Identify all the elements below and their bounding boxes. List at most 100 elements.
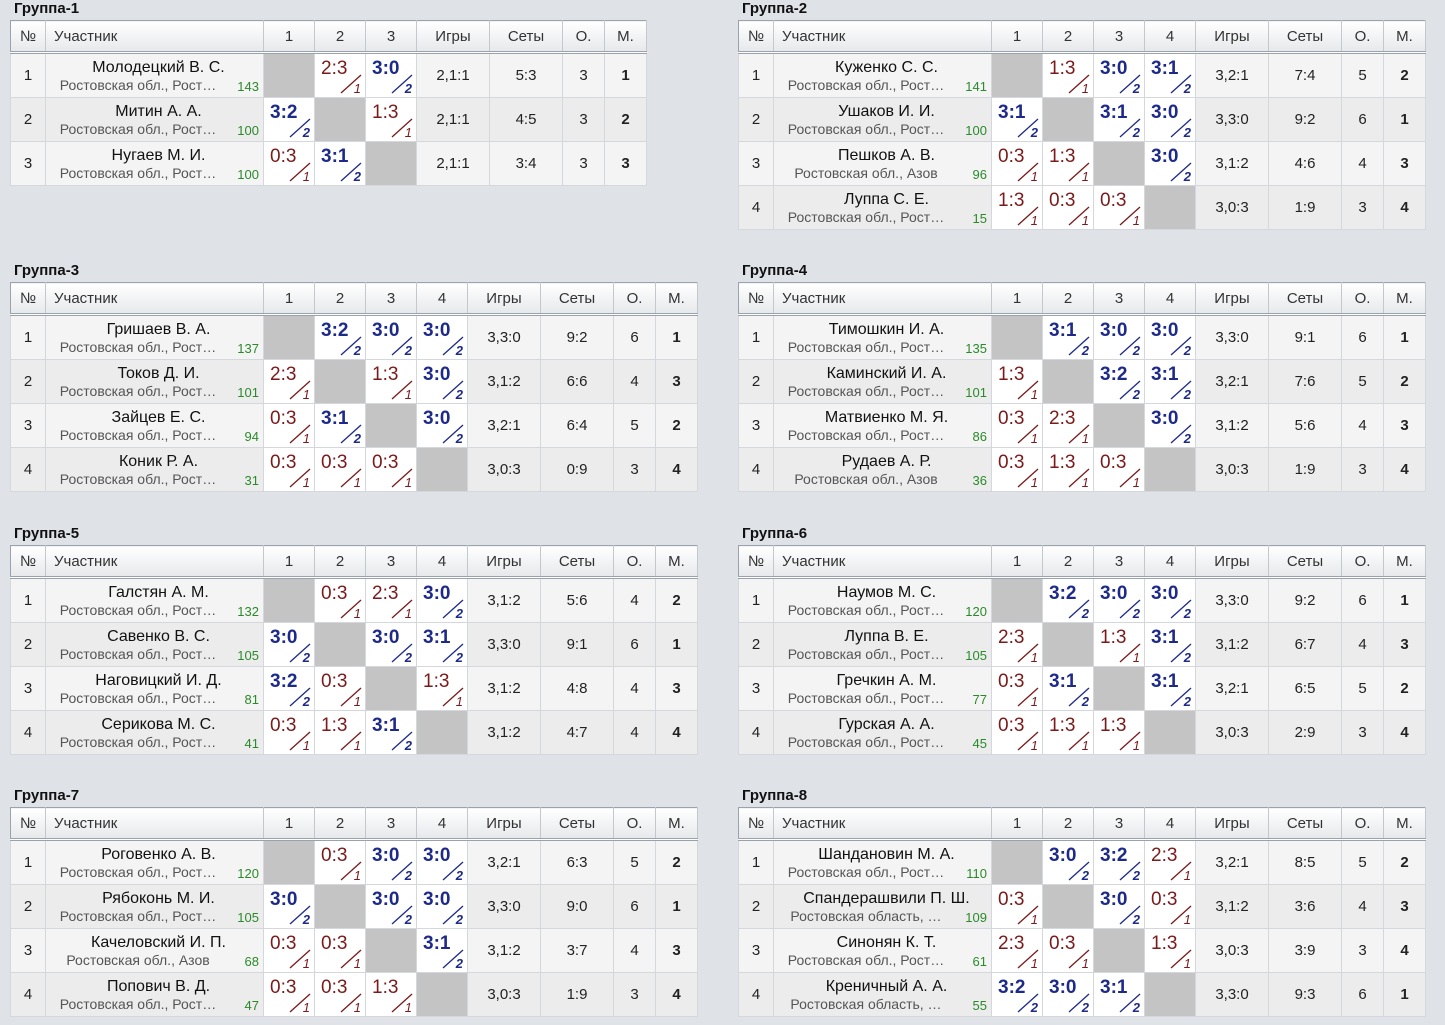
table-row[interactable]: 3 Матвиенко М. Я. Ростовская обл., Рост… 86… bbox=[738, 403, 1426, 448]
match-score-cell[interactable]: 3:0 2 bbox=[365, 839, 417, 885]
match-score-cell[interactable]: 3:0 2 bbox=[1144, 141, 1196, 186]
match-score-cell[interactable]: 0:3 1 bbox=[991, 884, 1043, 929]
header-sets[interactable]: Сеты bbox=[540, 282, 614, 316]
header-place[interactable]: М. bbox=[1383, 20, 1426, 54]
match-score-cell[interactable]: 3:1 2 bbox=[314, 403, 366, 448]
table-row[interactable]: 2 Савенко В. С. Ростовская обл., Рост… 105 3… bbox=[10, 622, 698, 667]
match-score-cell[interactable]: 3:1 2 bbox=[991, 97, 1043, 142]
table-row[interactable]: 2 Каминский И. А. Ростовская обл., Рост… 10… bbox=[738, 359, 1426, 404]
header-games[interactable]: Игры bbox=[1195, 20, 1269, 54]
match-score-cell[interactable]: 1:3 1 bbox=[1093, 710, 1145, 755]
group-title[interactable]: Группа-7 bbox=[14, 787, 80, 804]
player-name[interactable]: Пешков А. В. bbox=[838, 146, 935, 164]
match-score-cell[interactable]: 0:3 1 bbox=[991, 710, 1043, 755]
match-score-cell[interactable]: 3:1 2 bbox=[1093, 972, 1145, 1017]
match-score-cell[interactable]: 1:3 1 bbox=[314, 710, 366, 755]
match-score-cell[interactable]: 2:3 1 bbox=[991, 928, 1043, 973]
match-score-cell[interactable]: 1:3 1 bbox=[416, 666, 468, 711]
match-score-cell[interactable]: 3:0 2 bbox=[416, 577, 468, 623]
header-place[interactable]: М. bbox=[1383, 545, 1426, 579]
match-score-cell[interactable]: 0:3 1 bbox=[314, 666, 366, 711]
table-row[interactable]: 2 Луппа В. Е. Ростовская обл., Рост… 105 2:3… bbox=[738, 622, 1426, 667]
match-score-cell[interactable]: 0:3 1 bbox=[263, 928, 315, 973]
header-sets[interactable]: Сеты bbox=[540, 807, 614, 841]
match-score-cell[interactable]: 0:3 1 bbox=[991, 666, 1043, 711]
player-name[interactable]: Митин А. А. bbox=[115, 102, 202, 120]
match-score-cell[interactable]: 0:3 1 bbox=[365, 447, 417, 492]
match-score-cell[interactable]: 0:3 1 bbox=[314, 972, 366, 1017]
match-score-cell[interactable]: 3:0 2 bbox=[1144, 577, 1196, 623]
match-score-cell[interactable]: 0:3 1 bbox=[1042, 185, 1094, 230]
match-score-cell[interactable]: 0:3 1 bbox=[1042, 928, 1094, 973]
table-row[interactable]: 3 Пешков А. В. Ростовская обл., Азов 96 0:3 1… bbox=[738, 141, 1426, 186]
participant-cell[interactable]: Молодецкий В. С. Ростовская обл., Рост… 14… bbox=[45, 52, 264, 98]
match-score-cell[interactable]: 3:0 2 bbox=[263, 622, 315, 667]
match-score-cell[interactable]: 0:3 1 bbox=[1144, 884, 1196, 929]
match-score-cell[interactable]: 1:3 1 bbox=[1144, 928, 1196, 973]
player-name[interactable]: Рябоконь М. И. bbox=[102, 889, 215, 907]
match-score-cell[interactable]: 3:0 2 bbox=[365, 52, 417, 98]
table-row[interactable]: 3 Наговицкий И. Д. Ростовская обл., Рост… 8… bbox=[10, 666, 698, 711]
header-games[interactable]: Игры bbox=[416, 20, 490, 54]
match-score-cell[interactable]: 2:3 1 bbox=[1042, 403, 1094, 448]
match-score-cell[interactable]: 1:3 1 bbox=[1093, 622, 1145, 667]
participant-cell[interactable]: Рябоконь М. И. Ростовская обл., Рост… 105 bbox=[45, 884, 264, 929]
header-place[interactable]: М. bbox=[655, 807, 698, 841]
header-participant[interactable]: Участник bbox=[773, 282, 992, 316]
participant-cell[interactable]: Зайцев Е. С. Ростовская обл., Рост… 94 bbox=[45, 403, 264, 448]
match-score-cell[interactable]: 3:0 2 bbox=[1144, 314, 1196, 360]
participant-cell[interactable]: Каминский И. А. Ростовская обл., Рост… 101 bbox=[773, 359, 992, 404]
participant-cell[interactable]: Шандановин М. А. Ростовская обл., Рост… 11… bbox=[773, 839, 992, 885]
match-score-cell[interactable]: 3:2 2 bbox=[991, 972, 1043, 1017]
player-name[interactable]: Рудаев А. Р. bbox=[841, 452, 932, 470]
match-score-cell[interactable]: 3:0 2 bbox=[416, 403, 468, 448]
header-games[interactable]: Игры bbox=[467, 282, 541, 316]
match-score-cell[interactable]: 1:3 1 bbox=[365, 359, 417, 404]
header-games[interactable]: Игры bbox=[1195, 282, 1269, 316]
table-row[interactable]: 3 Нугаев М. И. Ростовская обл., Рост… 100 0:… bbox=[10, 141, 647, 186]
participant-cell[interactable]: Гришаев В. А. Ростовская обл., Рост… 137 bbox=[45, 314, 264, 360]
match-score-cell[interactable]: 3:0 2 bbox=[1144, 403, 1196, 448]
group-title[interactable]: Группа-2 bbox=[742, 0, 808, 17]
match-score-cell[interactable]: 3:0 2 bbox=[1093, 577, 1145, 623]
table-row[interactable]: 3 Гречкин А. М. Ростовская обл., Рост… 77 0:… bbox=[738, 666, 1426, 711]
header-sets[interactable]: Сеты bbox=[489, 20, 563, 54]
player-name[interactable]: Матвиенко М. Я. bbox=[824, 408, 949, 426]
participant-cell[interactable]: Куженко С. С. Ростовская обл., Рост… 141 bbox=[773, 52, 992, 98]
player-name[interactable]: Молодецкий В. С. bbox=[92, 58, 225, 76]
header-points[interactable]: О. bbox=[1341, 282, 1384, 316]
match-score-cell[interactable]: 3:2 2 bbox=[1093, 839, 1145, 885]
match-score-cell[interactable]: 1:3 1 bbox=[991, 185, 1043, 230]
table-row[interactable]: 4 Луппа С. Е. Ростовская обл., Рост… 15 1:3 1… bbox=[738, 185, 1426, 230]
participant-cell[interactable]: Серикова М. С. Ростовская обл., Рост… 41 bbox=[45, 710, 264, 755]
match-score-cell[interactable]: 3:0 2 bbox=[1144, 97, 1196, 142]
participant-cell[interactable]: Попович В. Д. Ростовская обл., Рост… 47 bbox=[45, 972, 264, 1017]
group-title[interactable]: Группа-1 bbox=[14, 0, 80, 17]
table-row[interactable]: 2 Ушаков И. И. Ростовская обл., Рост… 100 3:… bbox=[738, 97, 1426, 142]
match-score-cell[interactable]: 0:3 1 bbox=[1093, 447, 1145, 492]
match-score-cell[interactable]: 3:0 2 bbox=[1093, 52, 1145, 98]
match-score-cell[interactable]: 3:0 2 bbox=[416, 314, 468, 360]
match-score-cell[interactable]: 3:1 2 bbox=[1144, 622, 1196, 667]
header-games[interactable]: Игры bbox=[467, 807, 541, 841]
table-row[interactable]: 2 Токов Д. И. Ростовская обл., Рост… 101 2:3… bbox=[10, 359, 698, 404]
player-name[interactable]: Луппа С. Е. bbox=[844, 190, 929, 208]
match-score-cell[interactable]: 3:1 2 bbox=[314, 141, 366, 186]
match-score-cell[interactable]: 3:1 2 bbox=[365, 710, 417, 755]
player-name[interactable]: Наумов М. С. bbox=[836, 583, 937, 601]
player-name[interactable]: Спандерашвили П. Ш. bbox=[803, 889, 970, 907]
match-score-cell[interactable]: 3:0 2 bbox=[416, 359, 468, 404]
match-score-cell[interactable]: 3:1 2 bbox=[1093, 97, 1145, 142]
participant-cell[interactable]: Коник Р. А. Ростовская обл., Рост… 31 bbox=[45, 447, 264, 492]
table-row[interactable]: 2 Спандерашвили П. Ш. Ростовская область, … bbox=[738, 884, 1426, 929]
participant-cell[interactable]: Наговицкий И. Д. Ростовская обл., Рост… 81 bbox=[45, 666, 264, 711]
header-participant[interactable]: Участник bbox=[45, 807, 264, 841]
table-row[interactable]: 3 Качеловский И. П. Ростовская обл., Азов 6… bbox=[10, 928, 698, 973]
header-place[interactable]: М. bbox=[1383, 807, 1426, 841]
match-score-cell[interactable]: 3:0 2 bbox=[416, 839, 468, 885]
match-score-cell[interactable]: 1:3 1 bbox=[365, 972, 417, 1017]
player-name[interactable]: Каминский И. А. bbox=[826, 364, 947, 382]
match-score-cell[interactable]: 2:3 1 bbox=[991, 622, 1043, 667]
match-score-cell[interactable]: 3:1 2 bbox=[416, 928, 468, 973]
header-sets[interactable]: Сеты bbox=[1268, 807, 1342, 841]
